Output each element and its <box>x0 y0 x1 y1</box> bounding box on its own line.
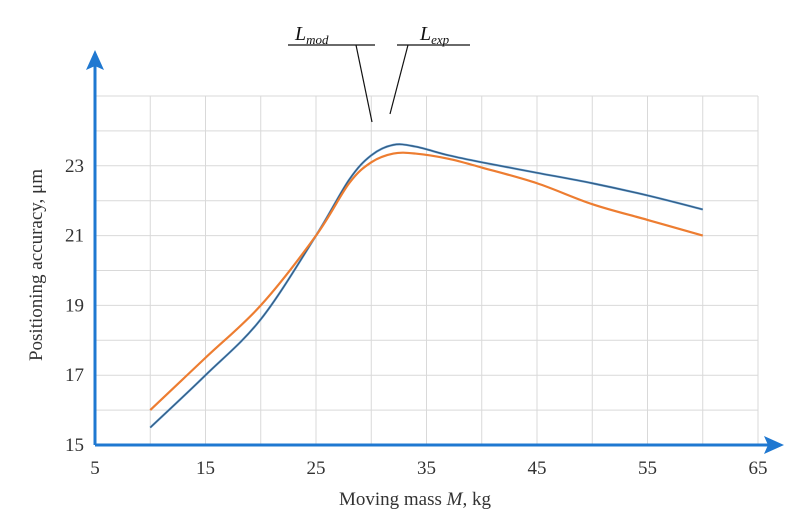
x-tick-label: 5 <box>90 458 100 479</box>
y-tick-label: 23 <box>65 156 84 177</box>
annotation-leader-exp <box>389 44 409 115</box>
x-tick-label: 55 <box>638 458 657 479</box>
annotation-label-mod: Lmod <box>294 23 329 47</box>
y-tick-label: 21 <box>65 226 84 247</box>
y-axis-arrow <box>86 50 104 70</box>
x-tick-label: 25 <box>307 458 326 479</box>
x-tick-label: 35 <box>417 458 436 479</box>
y-tick-label: 19 <box>65 295 84 316</box>
annotation-leader-mod <box>355 44 373 123</box>
x-tick-label: 15 <box>196 458 215 479</box>
series-line-exp <box>149 151 704 411</box>
series-line-mod-outline <box>149 143 703 428</box>
series-annotations: Lmod Lexp <box>288 23 470 123</box>
x-axis-arrow <box>764 436 784 454</box>
y-tick-labels: 15 17 19 21 23 <box>65 156 84 456</box>
x-tick-label: 65 <box>749 458 768 479</box>
y-tick-label: 17 <box>65 365 84 386</box>
y-axis-title: Positioning accuracy, μm <box>26 169 47 361</box>
y-tick-label: 15 <box>65 435 84 456</box>
series-lines <box>149 143 704 429</box>
x-axis-title: Moving mass M, kg <box>339 489 492 510</box>
x-tick-label: 45 <box>528 458 547 479</box>
x-tick-labels: 5 15 25 35 45 55 65 <box>90 458 767 479</box>
axes <box>86 50 784 454</box>
annotation-label-exp: Lexp <box>419 23 450 47</box>
